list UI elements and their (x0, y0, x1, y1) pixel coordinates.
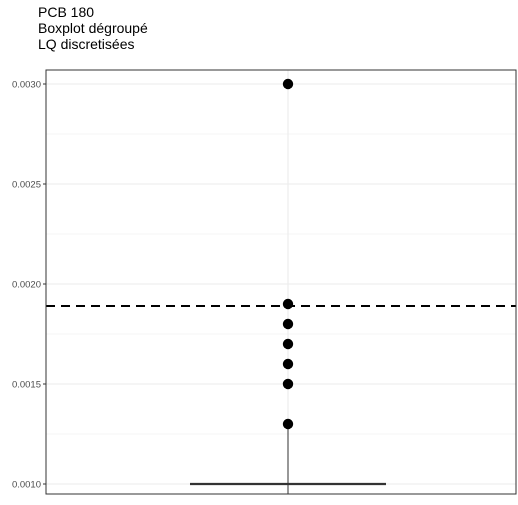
y-tick-label: 0.0010 (12, 480, 41, 491)
data-point (282, 338, 294, 350)
data-point (282, 358, 294, 370)
minor-gridlines (46, 133, 516, 435)
y-tick-label: 0.0025 (12, 180, 41, 191)
data-point (282, 298, 294, 310)
data-point (282, 418, 294, 430)
outlier-points (282, 78, 294, 430)
title-line: Boxplot dégroupé (38, 20, 148, 36)
y-tick-label: 0.0020 (12, 280, 41, 291)
plot-panel (46, 70, 516, 494)
data-point (282, 78, 294, 90)
y-axis: 0.0010 0.0015 0.0020 0.0025 0.0030 (12, 80, 46, 491)
y-tick-label: 0.0030 (12, 80, 41, 91)
data-point (282, 318, 294, 330)
boxplot-box (190, 424, 386, 494)
data-point (282, 378, 294, 390)
plot-border (45, 69, 517, 495)
title-line: PCB 180 (38, 4, 94, 20)
chart-title: PCB 180 Boxplot dégroupé LQ discretisées (38, 4, 148, 52)
title-line: LQ discretisées (38, 36, 134, 52)
y-tick-label: 0.0015 (12, 380, 41, 391)
